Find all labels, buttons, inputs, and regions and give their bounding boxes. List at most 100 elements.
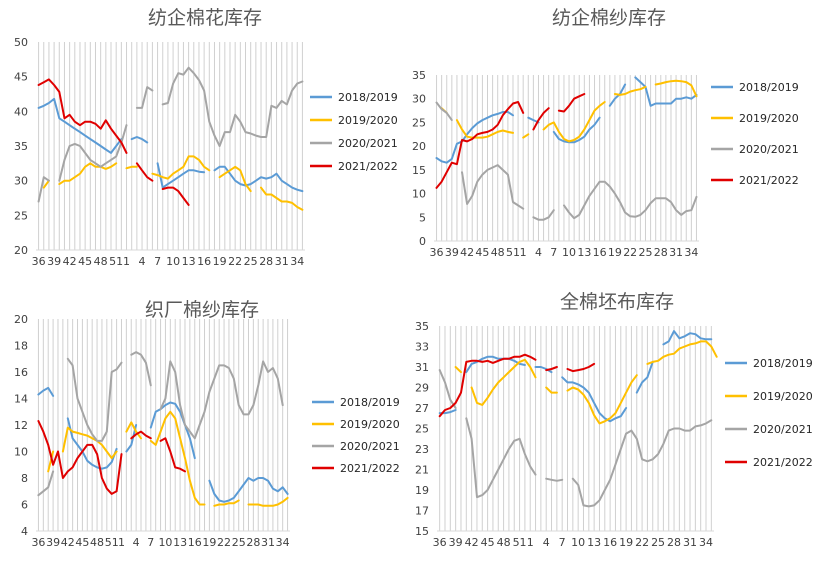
legend-label: 2020/2021 bbox=[739, 143, 799, 156]
legend-label: 2018/2019 bbox=[753, 357, 813, 370]
series-line-2021-2022 bbox=[37, 420, 186, 495]
y-tick-label: 33 bbox=[415, 341, 429, 354]
y-tick-label: 18 bbox=[14, 340, 28, 353]
x-tick-label: 34 bbox=[276, 536, 290, 549]
y-tick-label: 31 bbox=[415, 361, 429, 374]
series-line-2021-2022 bbox=[37, 78, 190, 206]
x-tick-label: 19 bbox=[608, 246, 622, 259]
series-line-2019-2020 bbox=[454, 340, 718, 425]
x-tick-label: 28 bbox=[246, 536, 260, 549]
chart-panel-1: 纺企棉花库存 20 25 30 35 40 45 50 36 39 42 45 48 51 1 4 7 10 13 1… bbox=[0, 0, 409, 284]
x-tick-label: 39 bbox=[46, 536, 60, 549]
chart-title: 纺企棉纱库存 bbox=[552, 7, 666, 29]
legend-label: 2021/2022 bbox=[739, 174, 799, 187]
legend-label: 2019/2020 bbox=[739, 112, 799, 125]
series-line-2018-2019 bbox=[37, 97, 304, 193]
y-tick-label: 25 bbox=[415, 423, 429, 436]
x-tick-label: 34 bbox=[290, 255, 304, 268]
x-tick-label: 28 bbox=[654, 246, 668, 259]
series-line-2019-2020 bbox=[47, 410, 289, 507]
x-tick-label: 7 bbox=[550, 246, 557, 259]
x-tick-label: 22 bbox=[623, 246, 637, 259]
x-tick-label: 45 bbox=[475, 246, 489, 259]
x-tick-label: 1 bbox=[118, 536, 125, 549]
x-tick-label: 28 bbox=[667, 536, 681, 549]
x-tick-label: 4 bbox=[133, 536, 140, 549]
x-tick-label: 10 bbox=[166, 255, 180, 268]
x-tick-label: 7 bbox=[154, 255, 161, 268]
legend-label: 2020/2021 bbox=[340, 440, 400, 453]
y-tick-label: 50 bbox=[14, 36, 28, 49]
y-tick-label: 35 bbox=[412, 69, 426, 82]
x-tick-label: 34 bbox=[699, 536, 713, 549]
x-tick-label: 22 bbox=[217, 536, 231, 549]
x-tick-label: 13 bbox=[173, 536, 187, 549]
series-line-2019-2020 bbox=[42, 155, 304, 211]
legend-label: 2020/2021 bbox=[753, 423, 813, 436]
x-tick-label: 48 bbox=[491, 246, 505, 259]
y-tick-label: 6 bbox=[21, 499, 28, 512]
x-tick-label: 19 bbox=[619, 536, 633, 549]
y-tick-label: 0 bbox=[419, 235, 426, 248]
y-tick-label: 35 bbox=[14, 140, 28, 153]
x-tick-label: 42 bbox=[465, 536, 479, 549]
x-tick-label: 48 bbox=[497, 536, 511, 549]
x-tick-label: 36 bbox=[31, 536, 45, 549]
legend-label: 2019/2020 bbox=[340, 418, 400, 431]
x-tick-label: 1 bbox=[527, 536, 534, 549]
x-tick-label: 16 bbox=[603, 536, 617, 549]
x-tick-label: 1 bbox=[123, 255, 130, 268]
x-tick-label: 45 bbox=[481, 536, 495, 549]
x-tick-label: 39 bbox=[47, 255, 61, 268]
x-tick-label: 28 bbox=[259, 255, 273, 268]
x-tick-label: 16 bbox=[593, 246, 607, 259]
chart-title: 纺企棉花库存 bbox=[148, 7, 262, 29]
y-tick-label: 45 bbox=[14, 71, 28, 84]
y-tick-label: 4 bbox=[21, 525, 28, 538]
series-line-2020-2021 bbox=[37, 351, 284, 497]
x-tick-label: 48 bbox=[90, 536, 104, 549]
series-line-2018-2019 bbox=[37, 386, 289, 503]
y-tick-label: 20 bbox=[14, 313, 28, 326]
y-tick-label: 25 bbox=[412, 116, 426, 129]
x-tick-label: 36 bbox=[433, 536, 447, 549]
x-tick-label: 13 bbox=[182, 255, 196, 268]
x-tick-label: 51 bbox=[105, 536, 119, 549]
y-tick-label: 17 bbox=[415, 505, 429, 518]
y-tick-label: 23 bbox=[415, 443, 429, 456]
chart-title: 全棉坯布库存 bbox=[560, 291, 674, 313]
x-tick-label: 10 bbox=[562, 246, 576, 259]
x-tick-label: 39 bbox=[445, 246, 459, 259]
series-line-2018-2019 bbox=[438, 330, 713, 423]
legend-label: 2018/2019 bbox=[739, 81, 799, 94]
legend-label: 2018/2019 bbox=[338, 91, 398, 104]
chart-panel-4: 全棉坯布库存 15 17 19 21 23 25 27 29 31 33 35 36 39 42 45 48 51… bbox=[409, 284, 818, 568]
series-line-2020-2021 bbox=[435, 101, 698, 221]
chart-panel-2: 纺企棉纱库存 0 5 10 15 20 25 30 35 36 39 42 45 48 51 1 4 7 10 13 1… bbox=[409, 0, 818, 284]
x-tick-label: 22 bbox=[228, 255, 242, 268]
x-tick-label: 7 bbox=[147, 536, 154, 549]
x-tick-label: 31 bbox=[669, 246, 683, 259]
x-tick-label: 25 bbox=[244, 255, 258, 268]
y-tick-label: 8 bbox=[21, 472, 28, 485]
x-tick-label: 36 bbox=[430, 246, 444, 259]
series-line-2021-2022 bbox=[435, 93, 586, 189]
x-tick-label: 10 bbox=[158, 536, 172, 549]
y-tick-label: 15 bbox=[415, 525, 429, 538]
x-tick-label: 25 bbox=[232, 536, 246, 549]
x-tick-label: 13 bbox=[577, 246, 591, 259]
y-tick-label: 14 bbox=[14, 393, 28, 406]
x-tick-label: 31 bbox=[683, 536, 697, 549]
y-tick-label: 5 bbox=[419, 211, 426, 224]
chart-panel-3: 织厂棉纱库存 4 6 8 10 12 14 16 18 20 36 39 42 45 48 51 1 4 7 10 13… bbox=[0, 284, 409, 568]
x-tick-label: 19 bbox=[202, 536, 216, 549]
series-line-2018-2019 bbox=[435, 76, 698, 164]
series-line-2020-2021 bbox=[37, 66, 304, 203]
y-tick-label: 21 bbox=[415, 464, 429, 477]
y-tick-label: 10 bbox=[14, 446, 28, 459]
x-tick-label: 45 bbox=[78, 255, 92, 268]
x-tick-label: 25 bbox=[638, 246, 652, 259]
